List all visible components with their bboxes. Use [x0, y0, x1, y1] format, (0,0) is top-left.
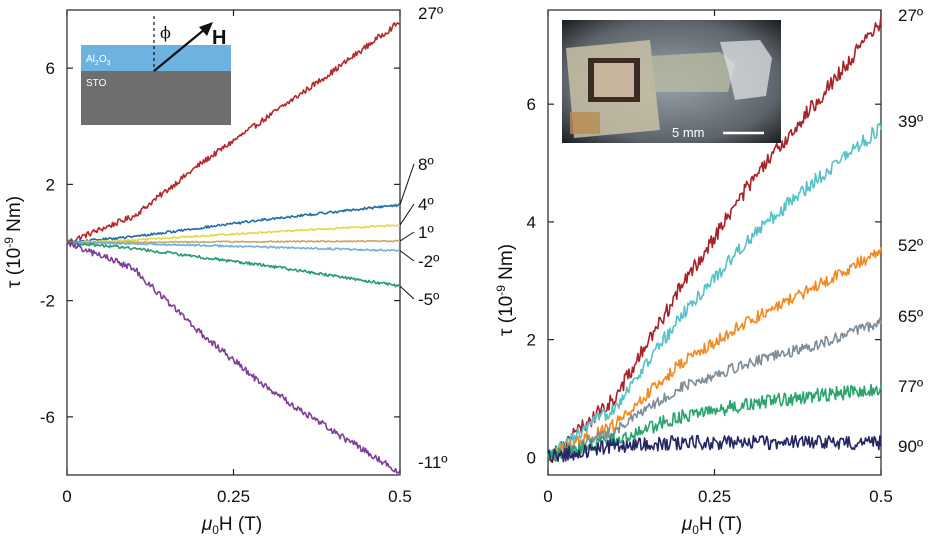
photo-sample-top: [594, 63, 634, 97]
right-series-labels: 27º 39º 52º 65º 77º 90º: [898, 6, 923, 456]
series-line-right-4: [547, 383, 882, 462]
series-label-left-3: 1º: [418, 223, 434, 242]
right-series-group: [547, 15, 882, 463]
left-y-tick-label: -2: [40, 292, 55, 311]
photo-leads: [650, 52, 735, 92]
left-x-axis-label: μ0H (T): [201, 514, 262, 537]
phi-label: ϕ: [160, 23, 171, 42]
al2o3-layer: [81, 45, 231, 71]
device-photo-inset: 5 mm: [562, 20, 781, 143]
series-line-left-0: [66, 22, 401, 245]
photo-clamp: [570, 112, 600, 134]
left-series-group: [66, 22, 401, 476]
field-label-h: H: [212, 27, 226, 49]
left-series-labels: 27º 8º 4º 1º -2º -5º -11º: [399, 4, 448, 472]
series-label-left-4: -2º: [418, 252, 439, 271]
right-x-axis-label: μ0H (T): [681, 514, 742, 537]
left-y-tick-label: -6: [40, 408, 55, 427]
series-label-left-2: 4º: [418, 195, 434, 214]
series-label-right-1: 39º: [898, 112, 923, 131]
series-line-left-6: [66, 240, 401, 476]
left-ticks: 0 0.25 0.5 6 2 -2 -6: [40, 10, 412, 506]
right-y-axis-label: τ (10-9 Nm): [494, 244, 517, 336]
right-y-tick-label: 6: [527, 95, 536, 114]
series-label-right-3: 65º: [898, 307, 923, 326]
leader-line-left-5: [399, 285, 415, 300]
left-schematic-inset: ϕ H Al2O3 STO: [81, 16, 231, 125]
series-line-left-3: [66, 239, 401, 244]
sto-substrate: [81, 71, 231, 125]
right-y-tick-label: 0: [527, 448, 536, 467]
left-panel: 0 0.25 0.5 6 2 -2 -6 27º 8º 4º 1º -2º -5º -11º μ0H (…: [2, 4, 448, 537]
series-label-left-5: -5º: [418, 290, 439, 309]
series-label-left-6: -11º: [418, 453, 448, 472]
sto-label: STO: [86, 78, 107, 89]
series-label-right-0: 27º: [898, 6, 923, 25]
right-ticks: 0 0.25 0.5 0 2 4 6: [527, 10, 893, 506]
series-line-left-5: [66, 240, 401, 288]
series-line-right-0: [547, 15, 882, 463]
left-y-axis-label: τ (10-9 Nm): [2, 196, 25, 288]
leader-line-left-1: [399, 163, 415, 205]
leader-line-left-4: [399, 250, 415, 262]
series-line-left-2: [66, 224, 401, 244]
right-x-tick-label: 0.25: [698, 487, 731, 506]
series-line-right-5: [547, 434, 882, 463]
scale-bar-label: 5 mm: [672, 125, 705, 140]
left-x-tick-label: 0.25: [217, 487, 250, 506]
leader-line-left-3: [399, 231, 415, 242]
series-line-right-1: [547, 122, 882, 455]
leader-line-left-2: [399, 203, 415, 226]
right-y-tick-label: 2: [527, 331, 536, 350]
series-label-right-2: 52º: [898, 236, 923, 255]
field-arrowhead: [199, 22, 213, 36]
series-line-right-3: [547, 317, 882, 462]
left-x-tick-label: 0.5: [388, 487, 412, 506]
series-label-left-1: 8º: [418, 155, 434, 174]
right-x-tick-label: 0: [543, 487, 552, 506]
series-label-left-0: 27º: [418, 4, 443, 23]
field-arrow: [153, 28, 206, 72]
al2o3-label: Al2O3: [86, 54, 111, 67]
right-x-tick-label: 0.5: [869, 487, 893, 506]
right-y-tick-label: 4: [527, 213, 536, 232]
photo-holder: [720, 40, 772, 100]
series-line-left-1: [66, 203, 400, 244]
series-label-right-5: 90º: [898, 437, 923, 456]
left-y-tick-label: 6: [46, 59, 55, 78]
series-line-left-4: [66, 241, 401, 253]
left-x-tick-label: 0: [62, 487, 71, 506]
left-y-tick-label: 2: [46, 175, 55, 194]
series-label-right-4: 77º: [898, 377, 923, 396]
